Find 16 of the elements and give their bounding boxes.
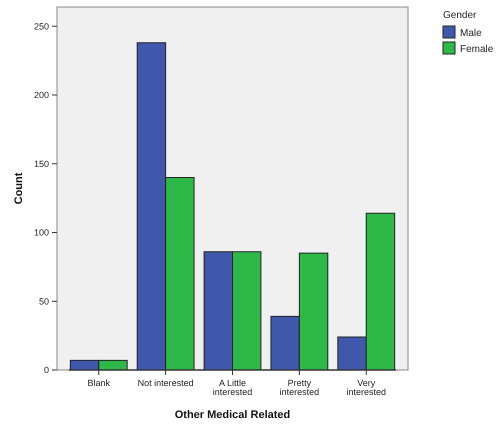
y-tick-label: 100 bbox=[34, 228, 49, 238]
y-tick-label: 50 bbox=[38, 296, 49, 306]
legend-title: Gender bbox=[443, 10, 478, 21]
legend-label: Female bbox=[460, 44, 494, 55]
y-tick-label: 200 bbox=[34, 90, 49, 100]
y-tick-label: 250 bbox=[34, 21, 49, 32]
x-tick-label: Not interested bbox=[138, 378, 194, 388]
x-tick-label: A Little interested bbox=[212, 378, 252, 397]
y-tick-label: 0 bbox=[44, 365, 49, 376]
y-axis-title: Count bbox=[13, 172, 25, 204]
y-tick-label: 150 bbox=[34, 158, 49, 169]
x-tick-label: Very interested bbox=[346, 378, 386, 397]
legend-label: Male bbox=[460, 28, 482, 39]
x-tick-label: Pretty interested bbox=[280, 378, 320, 397]
x-axis-title: Other Medical Related bbox=[174, 409, 290, 421]
x-tick-label: Blank bbox=[88, 378, 111, 388]
